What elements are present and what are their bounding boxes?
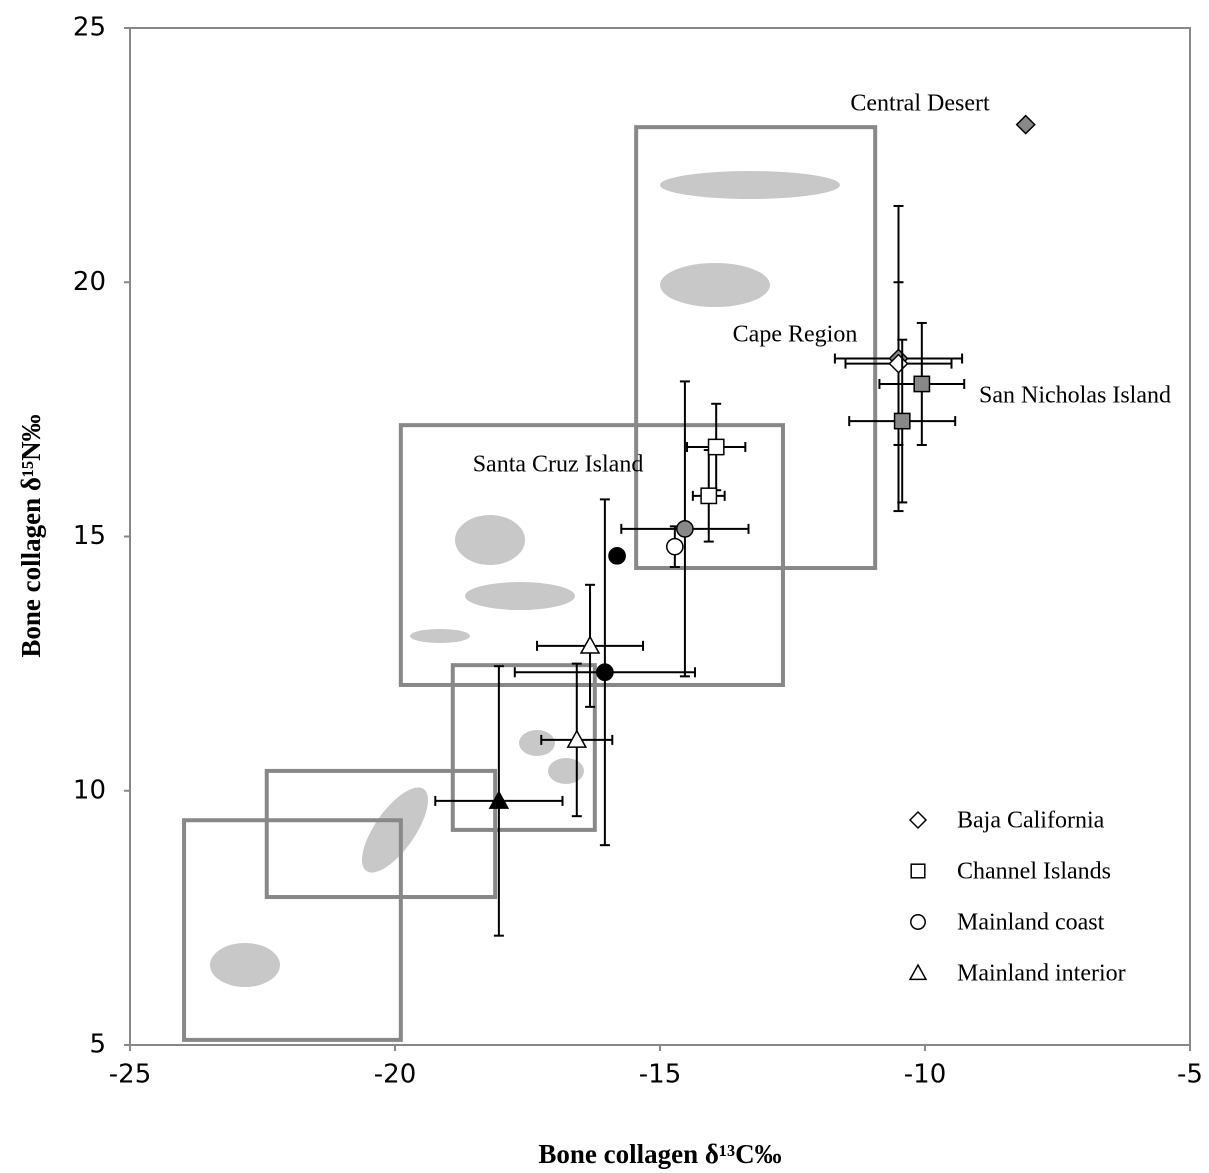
point — [913, 375, 931, 393]
region-box — [264, 768, 498, 900]
point — [488, 790, 510, 809]
x-tick-label: -15 — [639, 1060, 681, 1090]
series — [833, 114, 1036, 513]
region-box — [398, 423, 785, 687]
series — [434, 583, 645, 937]
annotation: Central Desert — [850, 91, 990, 117]
plot-frame — [129, 27, 1191, 1046]
illustrations — [210, 171, 840, 987]
series — [513, 380, 750, 847]
cat-illustration — [361, 787, 429, 873]
point — [596, 663, 614, 682]
y-tick-label: 10 — [73, 775, 106, 805]
dolphin-illustration — [660, 171, 840, 199]
region-box — [634, 125, 878, 571]
point — [893, 412, 911, 430]
y-tick-label: 15 — [73, 521, 106, 551]
legend-marker — [910, 863, 926, 879]
legend-label: Channel Islands — [957, 859, 1111, 885]
x-tick-label: -20 — [374, 1060, 416, 1090]
x-tick-label: -10 — [904, 1060, 946, 1090]
deer-illustration — [210, 943, 280, 987]
point — [579, 635, 601, 654]
annotation: Santa Cruz Island — [473, 452, 644, 478]
point — [566, 729, 588, 748]
legend-label: Mainland coast — [957, 910, 1105, 936]
annotation: Cape Region — [733, 322, 858, 348]
y-tick-label: 5 — [89, 1030, 106, 1060]
x-tick-label: -5 — [1177, 1060, 1203, 1090]
shell-illustration — [548, 758, 584, 784]
point — [608, 546, 626, 565]
legend-marker — [910, 914, 926, 930]
y-tick-label: 20 — [73, 267, 106, 297]
point — [676, 520, 694, 538]
point — [700, 487, 718, 505]
point — [665, 537, 684, 556]
legend-label: Baja California — [957, 808, 1105, 834]
legend-marker — [908, 963, 928, 981]
series — [686, 321, 966, 543]
region-box — [450, 663, 597, 832]
legend-label: Mainland interior — [957, 961, 1126, 987]
legend-marker — [908, 810, 928, 830]
point — [707, 438, 725, 456]
point — [1015, 114, 1036, 135]
y-axis-title: Bone collagen δ¹⁵N‰ — [16, 414, 46, 657]
seal-illustration — [660, 263, 770, 307]
y-tick-label: 25 — [73, 13, 106, 43]
tuna-illustration — [465, 582, 575, 610]
x-axis-title: Bone collagen δ¹³C‰ — [538, 1139, 781, 1169]
shell-illustration — [519, 730, 555, 756]
otter-illustration — [455, 515, 525, 565]
annotation: San Nicholas Island — [979, 383, 1171, 409]
region-box — [182, 818, 403, 1042]
fish-illustration — [410, 629, 470, 643]
x-tick-label: -25 — [109, 1060, 151, 1090]
